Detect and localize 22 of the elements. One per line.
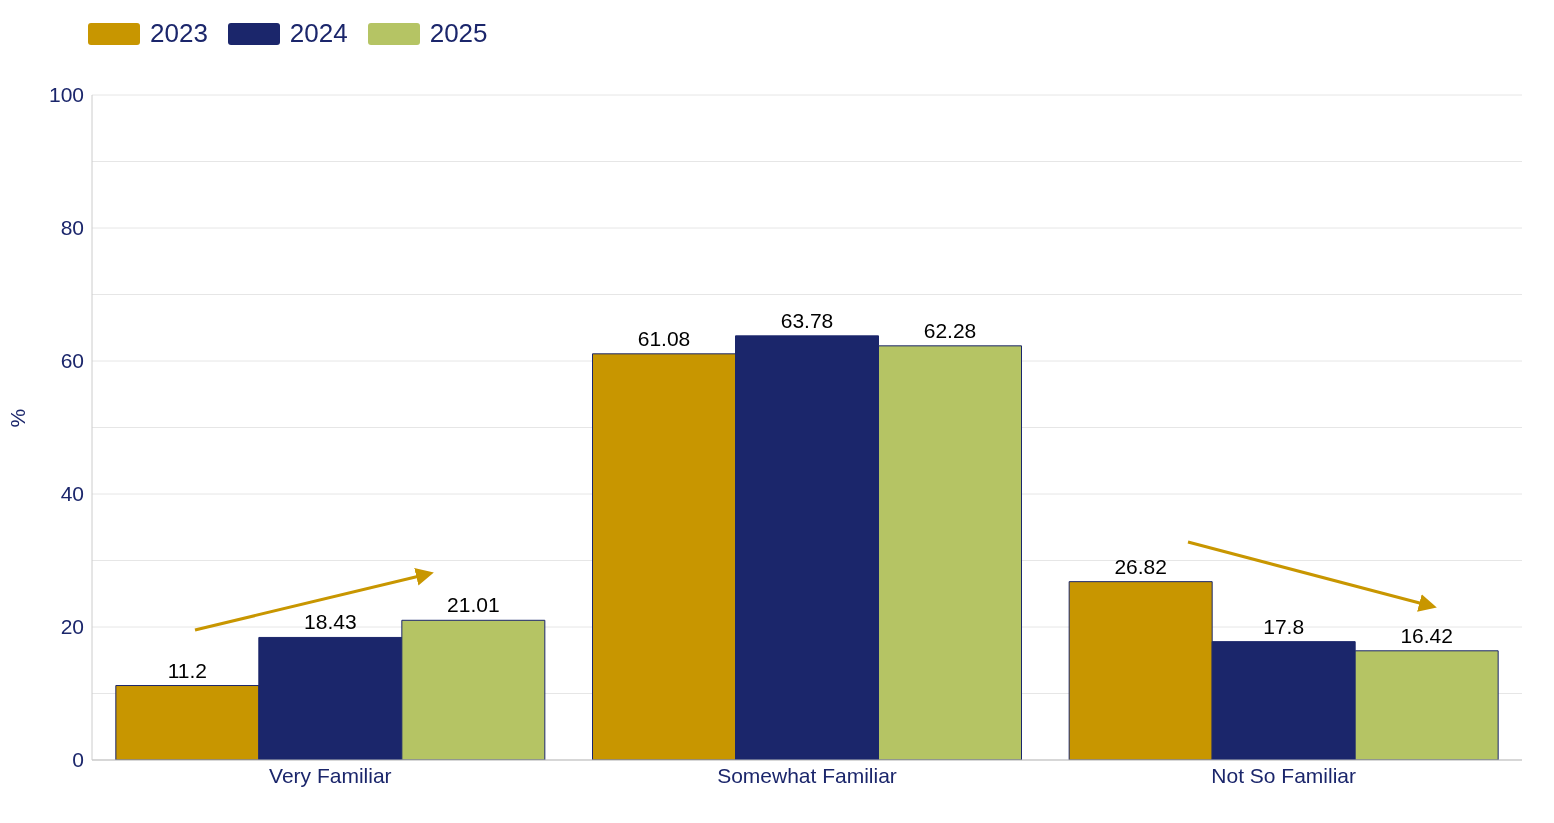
x-tick-label: Not So Familiar [1211, 763, 1357, 787]
data-label: 61.08 [637, 326, 691, 350]
y-tick-label: 40 [60, 482, 84, 506]
data-label: 26.82 [1114, 554, 1167, 578]
data-label: 11.2 [167, 658, 207, 682]
y-axis-title: % [6, 408, 30, 428]
data-label: 21.01 [447, 593, 500, 617]
y-tick-label: 20 [60, 615, 84, 639]
data-label: 16.42 [1400, 623, 1453, 647]
legend-label: 2023 [149, 18, 208, 49]
data-label: 17.8 [1263, 614, 1305, 638]
y-tick-label: 60 [60, 349, 84, 373]
data-label: 62.28 [923, 318, 977, 342]
x-tick-label: Somewhat Familiar [717, 763, 897, 787]
y-tick-label: 80 [60, 216, 84, 240]
data-label: 63.78 [780, 308, 834, 332]
x-tick-label: Very Familiar [269, 763, 392, 787]
legend-label: 2025 [428, 18, 488, 49]
y-tick-label: 0 [72, 748, 84, 772]
y-tick-label: 100 [48, 83, 84, 107]
data-label: 18.43 [304, 610, 357, 634]
legend-label: 2024 [288, 18, 348, 49]
